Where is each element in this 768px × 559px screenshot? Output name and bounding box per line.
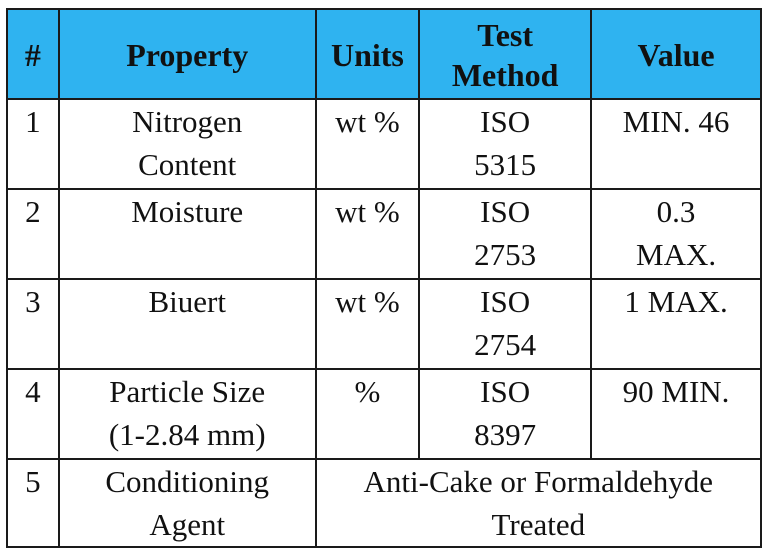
header-test-method-line2: Method [451, 57, 559, 93]
row-value: 90 MIN. [590, 368, 762, 460]
row-number: 5 [6, 458, 60, 548]
row-property: Moisture [57, 188, 317, 280]
row-test-method: ISO 2754 [418, 278, 593, 370]
value-line: MIN. 46 [622, 104, 730, 139]
row-test-method: ISO 8397 [418, 368, 593, 460]
method-line: ISO [480, 284, 531, 319]
method-line: 5315 [474, 147, 537, 182]
merged-line: Anti-Cake or Formaldehyde [363, 464, 714, 499]
value-line: 90 MIN. [622, 374, 730, 409]
row-value: 0.3 MAX. [590, 188, 762, 280]
row-number: 4 [6, 368, 60, 460]
value-line: 0.3 [656, 194, 696, 229]
table-row: 4 Particle Size (1-2.84 mm) % ISO 8397 9… [6, 368, 762, 460]
header-property: Property [57, 8, 317, 100]
row-number: 1 [6, 98, 60, 190]
property-line: Conditioning [105, 464, 270, 499]
row-test-method: ISO 2753 [418, 188, 593, 280]
table-row: 1 Nitrogen Content wt % ISO 5315 MIN. 46 [6, 98, 762, 190]
property-line: Moisture [131, 194, 244, 229]
row-units: wt % [314, 188, 421, 280]
row-units: % [314, 368, 421, 460]
row-number: 3 [6, 278, 60, 370]
value-line: 1 MAX. [624, 284, 728, 319]
row-property: Nitrogen Content [57, 98, 317, 190]
row-property: Conditioning Agent [57, 458, 317, 548]
header-test-method-line1: Test [477, 17, 533, 53]
method-line: 2753 [474, 237, 537, 272]
property-line: (1-2.84 mm) [108, 417, 266, 452]
property-line: Agent [149, 507, 226, 542]
table-row: 5 Conditioning Agent Anti-Cake or Formal… [6, 458, 763, 548]
row-property: Biuert [57, 278, 317, 370]
header-number: # [6, 8, 60, 100]
method-line: ISO [480, 194, 531, 229]
property-line: Nitrogen [132, 104, 243, 139]
property-line: Content [138, 147, 237, 182]
row-number: 2 [6, 188, 60, 280]
row-merged-description: Anti-Cake or Formaldehyde Treated [314, 458, 763, 548]
row-value: 1 MAX. [590, 278, 762, 370]
row-value: MIN. 46 [590, 98, 762, 190]
table-row: 3 Biuert wt % ISO 2754 1 MAX. [6, 278, 762, 370]
method-line: ISO [480, 104, 531, 139]
property-line: Particle Size [109, 374, 266, 409]
method-line: 8397 [474, 417, 537, 452]
property-line: Biuert [148, 284, 226, 319]
row-property: Particle Size (1-2.84 mm) [57, 368, 317, 460]
header-units: Units [314, 8, 421, 100]
method-line: 2754 [474, 327, 537, 362]
merged-line: Treated [491, 507, 586, 542]
header-value: Value [590, 8, 762, 100]
table-row: 2 Moisture wt % ISO 2753 0.3 MAX. [6, 188, 762, 280]
value-line: MAX. [636, 237, 717, 272]
header-row: # Property Units Test Method Value [6, 8, 762, 100]
header-test-method: Test Method [418, 8, 593, 100]
specification-table: # Property Units Test Method Value 1 Nit… [6, 8, 763, 548]
row-units: wt % [314, 278, 421, 370]
row-units: wt % [314, 98, 421, 190]
method-line: ISO [480, 374, 531, 409]
row-test-method: ISO 5315 [418, 98, 593, 190]
